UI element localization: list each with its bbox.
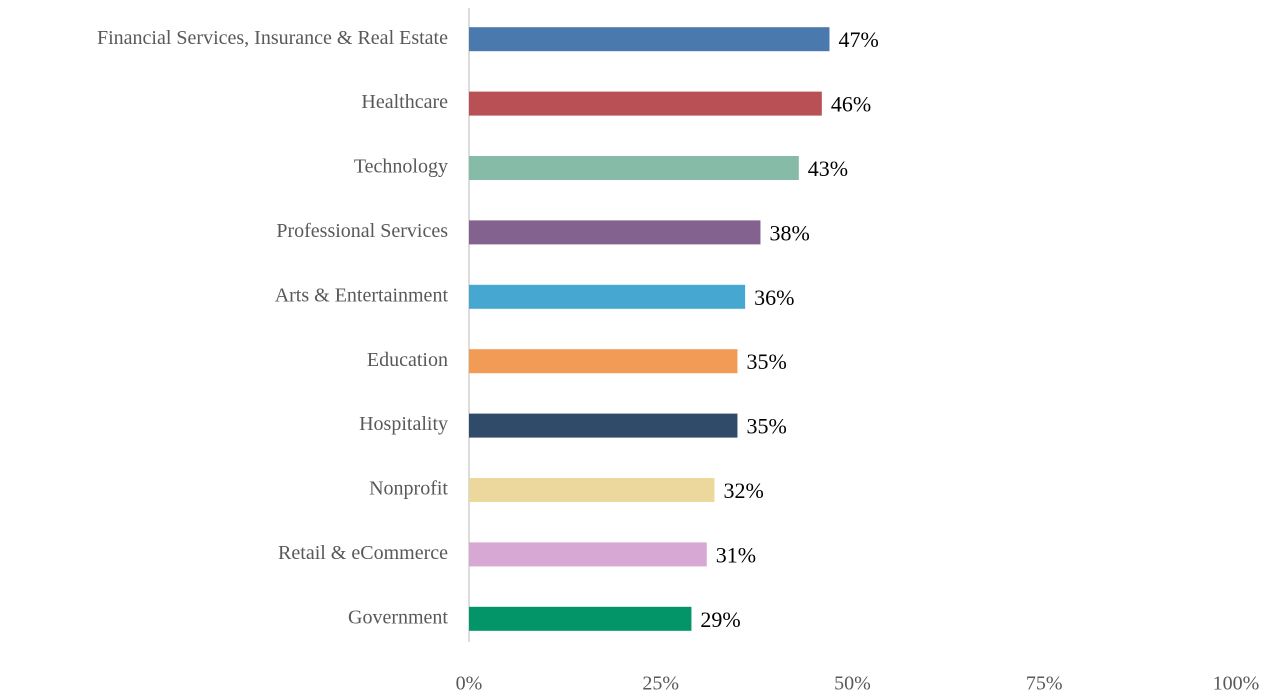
y-tick-label: Arts & Entertainment bbox=[275, 284, 449, 306]
y-tick-label: Hospitality bbox=[359, 413, 448, 435]
x-tick-label: 100% bbox=[1213, 673, 1260, 695]
y-tick-label: Education bbox=[367, 349, 448, 371]
bar bbox=[469, 284, 746, 309]
bar bbox=[469, 413, 738, 438]
bar bbox=[469, 349, 738, 374]
value-label: 46% bbox=[831, 92, 871, 117]
x-tick-label: 75% bbox=[1026, 673, 1063, 695]
value-label: 36% bbox=[754, 285, 794, 310]
x-tick-label: 50% bbox=[834, 673, 871, 695]
y-tick-label: Government bbox=[348, 606, 448, 628]
value-label: 35% bbox=[746, 349, 786, 374]
bar bbox=[469, 27, 830, 52]
bar bbox=[469, 91, 822, 116]
value-label: 31% bbox=[716, 542, 756, 567]
value-label: 35% bbox=[746, 414, 786, 439]
x-tick-label: 25% bbox=[642, 673, 679, 695]
value-label: 38% bbox=[769, 220, 809, 245]
y-tick-label: Professional Services bbox=[276, 220, 448, 242]
x-tick-label: 0% bbox=[456, 673, 483, 695]
y-tick-label: Financial Services, Insurance & Real Est… bbox=[97, 27, 448, 49]
y-tick-label: Nonprofit bbox=[369, 478, 448, 500]
bar bbox=[469, 542, 707, 567]
bar bbox=[469, 220, 761, 245]
y-tick-label: Technology bbox=[354, 156, 448, 178]
y-tick-label: Retail & eCommerce bbox=[278, 542, 448, 564]
value-label: 29% bbox=[700, 607, 740, 632]
y-tick-label: Healthcare bbox=[361, 91, 448, 113]
bar bbox=[469, 606, 692, 631]
value-label: 43% bbox=[808, 156, 848, 181]
bar bbox=[469, 156, 799, 180]
bar bbox=[469, 478, 715, 502]
value-label: 47% bbox=[838, 27, 878, 52]
value-label: 32% bbox=[723, 478, 763, 503]
